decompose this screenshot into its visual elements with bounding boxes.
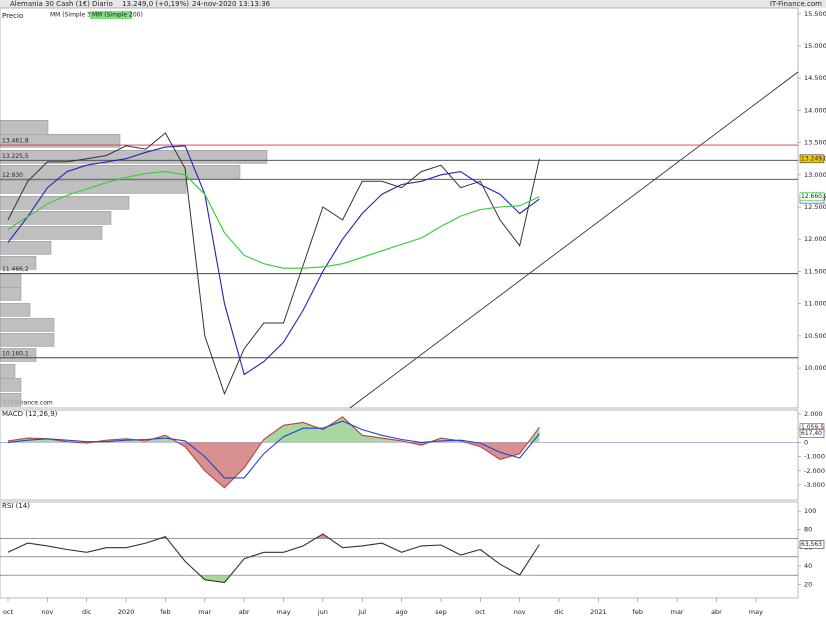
y-tick-label: 80: [804, 525, 812, 533]
volume-profile-bar: [0, 256, 37, 270]
legend-swatch: [90, 11, 132, 19]
x-tick-label: 2020: [118, 608, 135, 616]
level-label: 13.461,8: [2, 138, 29, 145]
volume-profile-bar: [0, 287, 22, 301]
x-tick-label: mar: [671, 608, 684, 616]
volume-profile-bar: [0, 134, 121, 148]
legend-entry: MM (Simple 200): [92, 12, 143, 19]
level-label: 13.225,5: [2, 153, 29, 160]
level-label: 11.466,2: [2, 266, 29, 273]
volume-profile-bar: [0, 273, 22, 287]
x-tick-label: nov: [41, 608, 53, 616]
y-tick-label: 11.000: [804, 300, 826, 308]
x-tick-label: nov: [514, 608, 526, 616]
value-label-box: [799, 540, 825, 549]
area-above: [8, 416, 540, 443]
price-label: Precio: [2, 12, 23, 20]
y-tick-label: 12.000: [804, 235, 826, 243]
volume-profile-bar: [0, 303, 31, 317]
rsi-label: RSI (14): [2, 502, 30, 510]
trend-line: [349, 71, 799, 409]
x-tick-label: mar: [198, 608, 211, 616]
x-tick-label: may: [276, 608, 290, 616]
header-bar: [0, 0, 826, 8]
volume-profile-bar: [0, 211, 112, 225]
y-tick-label: 11.500: [804, 267, 826, 275]
volume-profile-bar: [0, 226, 103, 240]
y-tick-label: 15.500: [804, 10, 826, 18]
x-tick-label: dic: [554, 608, 564, 616]
value-label: 1.059,5: [801, 424, 824, 431]
value-label: 13.249,0: [801, 155, 826, 162]
value-label: 12.660,9: [801, 193, 826, 200]
y-tick-label: 13.500: [804, 139, 826, 147]
y-tick-label: 14.500: [804, 74, 826, 82]
header-last: 13.249,0 (+0,19%): [122, 0, 189, 8]
level-label: 10.160,1: [2, 350, 29, 357]
y-tick-label: 10.000: [804, 364, 826, 372]
panel-plot: [0, 120, 798, 407]
y-tick-label: 14.000: [804, 106, 826, 114]
value-label-box: [799, 429, 825, 438]
y-tick-label: -2.000: [804, 467, 825, 475]
legend-entry: MM (Simple 30): [50, 12, 97, 19]
volume-profile-bar: [0, 393, 22, 407]
y-tick-label: 15.000: [804, 42, 826, 50]
series-line: [7, 145, 540, 376]
volume-profile-bar: [0, 333, 55, 347]
y-tick-label: -1.000: [804, 453, 825, 461]
x-tick-label: dic: [82, 608, 92, 616]
header-source: IT-Finance.com: [770, 0, 822, 8]
volume-profile-bar: [0, 120, 49, 134]
y-tick-label: 20: [804, 580, 812, 588]
series-line: [7, 420, 540, 479]
value-label: 63,563: [801, 541, 822, 548]
volume-profile-bar: [0, 318, 55, 332]
volume-profile-bar: [0, 378, 22, 392]
volume-profile-bar: [0, 165, 241, 179]
volume-profile-bar: [0, 364, 16, 378]
y-tick-label: 100: [804, 507, 816, 515]
y-tick-label: 0: [804, 438, 808, 446]
y-tick-label: 40: [804, 562, 812, 570]
value-label: 617,40: [801, 430, 822, 437]
series-line: [7, 533, 540, 584]
series-line: [7, 171, 540, 269]
series-line: [7, 132, 540, 396]
price-frame: [0, 7, 799, 409]
y-tick-label: 2.000: [804, 410, 823, 418]
x-tick-label: abr: [711, 608, 722, 616]
y-tick-label: 13.000: [804, 171, 826, 179]
x-tick-label: ago: [396, 608, 408, 616]
x-tick-label: jul: [357, 608, 366, 616]
x-tick-label: oct: [475, 608, 486, 616]
volume-profile-bar: [0, 241, 52, 255]
x-tick-label: feb: [633, 608, 643, 616]
macd-label: MACD (12,26,9): [2, 410, 58, 418]
y-tick-label: 12.500: [804, 203, 826, 211]
macd-frame: [0, 409, 799, 501]
area-below: [8, 442, 540, 488]
y-tick-label: -3.000: [804, 481, 825, 489]
y-tick-label: 10.500: [804, 332, 826, 340]
value-label-box: [799, 192, 825, 201]
header-title: Alemania 30 Cash (1€): [10, 0, 90, 8]
x-tick-label: feb: [160, 608, 170, 616]
panel-plot: [0, 416, 798, 489]
x-tick-label: oct: [3, 608, 14, 616]
rsi-frame: [0, 501, 799, 599]
header-timestamp: 24-nov-2020 13:13:36: [192, 0, 271, 8]
x-tick-label: may: [749, 608, 763, 616]
watermark: ©IT-Finance.com: [2, 400, 53, 407]
header-period: Diario: [92, 0, 113, 8]
x-tick-label: jun: [317, 608, 328, 616]
x-tick-label: 2021: [590, 608, 607, 616]
value-label-box: [799, 154, 825, 164]
x-tick-label: abr: [239, 608, 250, 616]
panel-plot: [0, 533, 798, 584]
x-tick-label: sep: [435, 608, 447, 616]
level-label: 12.930: [2, 172, 23, 179]
